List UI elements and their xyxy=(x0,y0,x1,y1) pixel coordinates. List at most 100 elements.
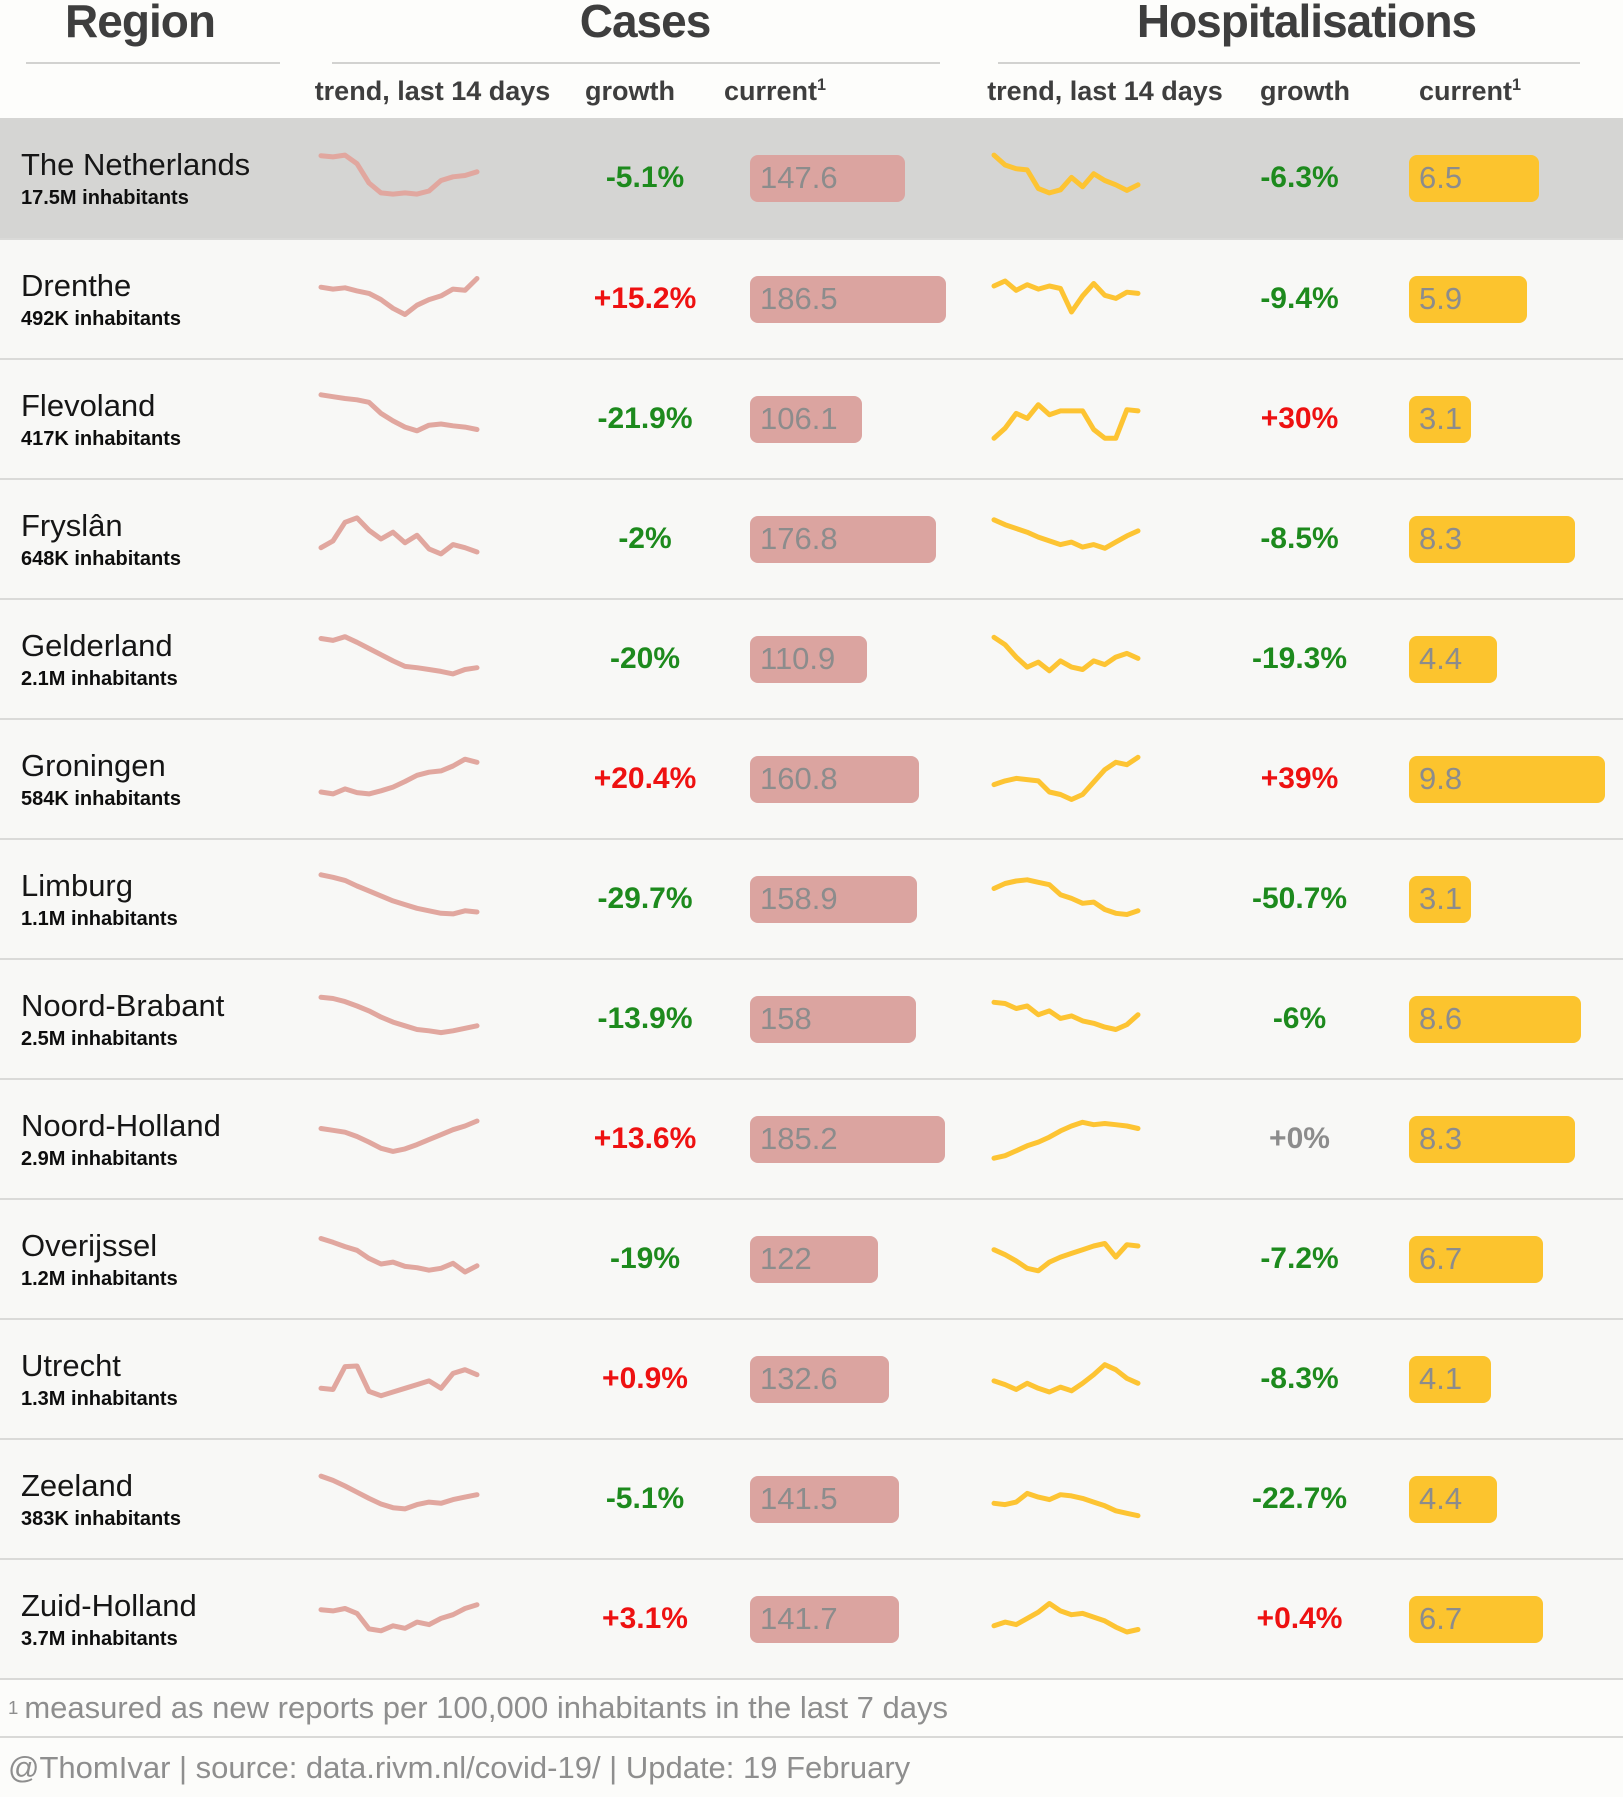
region-population: 2.1M inhabitants xyxy=(21,667,178,690)
cases-current-bar: 106.1 xyxy=(750,395,862,443)
cases-trend-sparkline xyxy=(300,504,500,574)
hosp-growth: -19.3% xyxy=(1251,642,1348,675)
cases-current-cell: 185.2 xyxy=(750,1115,990,1163)
hosp-current-cell: 5.9 xyxy=(1409,275,1623,323)
cases-growth: +20.4% xyxy=(593,762,697,795)
hosp-growth-cell: -8.3% xyxy=(1190,1362,1409,1396)
hosp-growth-cell: -9.4% xyxy=(1190,282,1409,316)
region-name: Flevoland xyxy=(21,387,156,423)
cases-trend-subheader: trend, last 14 days xyxy=(314,76,551,106)
region-name: Fryslân xyxy=(21,507,123,543)
hosp-growth: -8.3% xyxy=(1260,1362,1339,1395)
cases-growth-cell: -20% xyxy=(500,642,750,676)
cases-current-bar: 141.7 xyxy=(750,1595,899,1643)
hosp-current-bar: 6.7 xyxy=(1409,1595,1543,1643)
hosp-current-cell: 8.3 xyxy=(1409,515,1623,563)
region-name: Drenthe xyxy=(21,267,132,303)
hosp-growth: +30% xyxy=(1260,402,1339,435)
cases-trend-sparkline xyxy=(300,744,500,814)
cases-growth-cell: +0.9% xyxy=(500,1362,750,1396)
region-name: Noord-Holland xyxy=(21,1107,221,1143)
table-row: Groningen 584K inhabitants +20.4% 160.8 … xyxy=(0,718,1623,838)
hosp-growth: -9.4% xyxy=(1260,282,1339,315)
region-name: Overijssel xyxy=(21,1227,158,1263)
region-column-title: Region xyxy=(65,0,216,47)
region-population: 17.5M inhabitants xyxy=(21,186,189,209)
table-header: Region Cases Hospitalisations trend, las… xyxy=(0,0,1623,118)
hosp-current-cell: 3.1 xyxy=(1409,395,1623,443)
region-cell: The Netherlands 17.5M inhabitants xyxy=(0,147,300,210)
cases-current-cell: 110.9 xyxy=(750,635,990,683)
hosp-trend-sparkline xyxy=(990,864,1190,934)
region-cell: Noord-Brabant 2.5M inhabitants xyxy=(0,988,300,1051)
region-cell: Drenthe 492K inhabitants xyxy=(0,268,300,331)
cases-growth: -29.7% xyxy=(597,882,693,915)
cases-current-cell: 158.9 xyxy=(750,875,990,923)
hosp-current-cell: 8.3 xyxy=(1409,1115,1623,1163)
table-row: Zeeland 383K inhabitants -5.1% 141.5 -22… xyxy=(0,1438,1623,1558)
cases-current-bar: 186.5 xyxy=(750,275,946,323)
hospitalisations-title-underline xyxy=(998,62,1580,64)
hosp-current-subheader: current1 xyxy=(1395,76,1545,107)
hosp-current-bar: 9.8 xyxy=(1409,755,1605,803)
cases-current-bar: 141.5 xyxy=(750,1475,899,1523)
cases-current-cell: 141.7 xyxy=(750,1595,990,1643)
cases-growth-cell: +3.1% xyxy=(500,1602,750,1636)
hosp-growth-cell: -7.2% xyxy=(1190,1242,1409,1276)
hosp-current-cell: 8.6 xyxy=(1409,995,1623,1043)
hosp-current-bar: 4.1 xyxy=(1409,1355,1491,1403)
hosp-growth: -8.5% xyxy=(1260,522,1339,555)
region-name: Zuid-Holland xyxy=(21,1587,197,1623)
region-population: 1.1M inhabitants xyxy=(21,907,178,930)
hosp-current-bar: 8.3 xyxy=(1409,1115,1575,1163)
cases-growth: -20% xyxy=(609,642,681,675)
table-row: Limburg 1.1M inhabitants -29.7% 158.9 -5… xyxy=(0,838,1623,958)
cases-trend-sparkline xyxy=(300,984,500,1054)
cases-trend-sparkline xyxy=(300,143,500,213)
region-cell: Groningen 584K inhabitants xyxy=(0,748,300,811)
cases-current-subheader: current1 xyxy=(700,76,850,107)
region-cell: Limburg 1.1M inhabitants xyxy=(0,868,300,931)
region-population: 2.5M inhabitants xyxy=(21,1027,178,1050)
footnote-marker: 1 xyxy=(8,1697,19,1718)
footnote-text: measured as new reports per 100,000 inha… xyxy=(24,1690,949,1725)
cases-trend-sparkline xyxy=(300,1344,500,1414)
hosp-growth: -7.2% xyxy=(1260,1242,1339,1275)
hosp-trend-sparkline xyxy=(990,1104,1190,1174)
cases-current-bar: 160.8 xyxy=(750,755,919,803)
hosp-trend-sparkline xyxy=(990,1464,1190,1534)
table-row: Drenthe 492K inhabitants +15.2% 186.5 -9… xyxy=(0,238,1623,358)
cases-growth-cell: -21.9% xyxy=(500,402,750,436)
hosp-growth-cell: -6.3% xyxy=(1190,161,1409,195)
hosp-growth-cell: +0% xyxy=(1190,1122,1409,1156)
hosp-growth-cell: +30% xyxy=(1190,402,1409,436)
region-population: 417K inhabitants xyxy=(21,427,182,450)
cases-current-bar: 147.6 xyxy=(750,154,905,202)
cases-current-bar: 185.2 xyxy=(750,1115,945,1163)
footnote: 1 measured as new reports per 100,000 inh… xyxy=(0,1678,1623,1736)
footer: 1 measured as new reports per 100,000 inh… xyxy=(0,1678,1623,1797)
cases-current-footnote-marker: 1 xyxy=(817,76,827,94)
hosp-current-bar: 3.1 xyxy=(1409,395,1471,443)
cases-growth: +15.2% xyxy=(593,282,697,315)
hosp-current-bar: 4.4 xyxy=(1409,635,1497,683)
hosp-current-cell: 4.4 xyxy=(1409,1475,1623,1523)
hosp-current-bar: 8.6 xyxy=(1409,995,1581,1043)
cases-current-cell: 147.6 xyxy=(750,154,990,202)
hosp-trend-sparkline xyxy=(990,1584,1190,1654)
cases-growth-cell: -5.1% xyxy=(500,1482,750,1516)
cases-current-bar: 176.8 xyxy=(750,515,936,563)
cases-current-bar: 158 xyxy=(750,995,916,1043)
hosp-growth: +0% xyxy=(1269,1122,1330,1155)
hosp-trend-sparkline xyxy=(990,504,1190,574)
cases-current-cell: 132.6 xyxy=(750,1355,990,1403)
region-cell: Overijssel 1.2M inhabitants xyxy=(0,1228,300,1291)
cases-title-underline xyxy=(332,62,940,64)
hosp-growth-cell: -8.5% xyxy=(1190,522,1409,556)
table-row: Fryslân 648K inhabitants -2% 176.8 -8.5%… xyxy=(0,478,1623,598)
region-population: 2.9M inhabitants xyxy=(21,1147,178,1170)
hosp-growth: -22.7% xyxy=(1251,1482,1348,1515)
hosp-trend-sparkline xyxy=(990,1224,1190,1294)
region-table: The Netherlands 17.5M inhabitants -5.1% … xyxy=(0,118,1623,1678)
cases-growth-cell: -19% xyxy=(500,1242,750,1276)
